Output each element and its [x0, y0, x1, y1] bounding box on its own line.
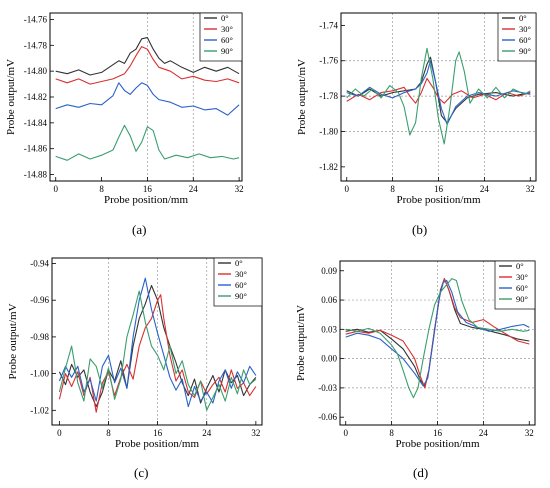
- y-tick-label: -1.02: [30, 405, 49, 415]
- y-tick-label: 0.03: [321, 324, 337, 334]
- series-line-2: [346, 60, 531, 125]
- legend-label-0: 0°: [221, 13, 229, 23]
- caption-b: (b): [412, 222, 428, 237]
- y-tick-label: -0.03: [318, 383, 337, 393]
- x-tick-label: 0: [343, 428, 348, 438]
- x-tick-label: 16: [434, 184, 444, 194]
- legend-box: [494, 260, 536, 310]
- plot-frame: [51, 257, 263, 426]
- chart-c: 0 8 16 24 32 -0.94 -0.96 -0.98 -1.00 -1.02 Probe p…: [7, 257, 263, 450]
- y-tick-label: -14.76: [24, 14, 48, 24]
- y-axis-label: Probe output/mV: [5, 59, 17, 135]
- series-line-0: [346, 56, 531, 124]
- legend-label-3: 90°: [519, 46, 531, 56]
- y-tick-label: 0.00: [321, 354, 337, 364]
- x-tick-label: 8: [106, 428, 111, 438]
- x-tick-label: 24: [189, 184, 199, 194]
- x-tick-label: 32: [251, 428, 260, 438]
- y-tick-label: -14.88: [24, 170, 48, 180]
- legend-label-3: 90°: [235, 291, 247, 301]
- x-tick-label: 24: [479, 428, 489, 438]
- y-tick-label: 0.09: [321, 266, 337, 276]
- x-axis-label: Probe position/mm: [104, 194, 188, 206]
- caption-d: (d): [413, 465, 429, 480]
- legend-label-0: 0°: [516, 261, 524, 271]
- y-tick-label: -14.86: [24, 144, 48, 154]
- legend-label-1: 30°: [221, 24, 233, 34]
- series-line-3: [346, 47, 531, 145]
- series-line-3: [55, 124, 240, 161]
- legend-label-1: 30°: [235, 269, 247, 279]
- y-tick-label: -0.94: [30, 259, 49, 269]
- series-line-1: [55, 46, 240, 85]
- legend-box: [199, 12, 243, 62]
- y-axis-label: Probe output/mV: [7, 303, 19, 379]
- x-tick-label: 0: [344, 184, 349, 194]
- x-tick-label: 32: [235, 184, 244, 194]
- x-tick-label: 32: [525, 428, 534, 438]
- caption-c: (c): [134, 465, 149, 480]
- x-tick-label: 8: [390, 184, 395, 194]
- x-tick-label: 16: [433, 428, 443, 438]
- y-tick-label: -1.82: [319, 162, 338, 172]
- legend-box: [497, 12, 537, 62]
- y-tick-label: -14.82: [24, 92, 47, 102]
- y-axis-label: Probe output/mV: [295, 305, 307, 381]
- series-line-2: [55, 82, 240, 116]
- y-tick-label: -14.84: [24, 118, 48, 128]
- x-axis-label: Probe position/mm: [395, 438, 479, 450]
- y-tick-label: -0.96: [30, 295, 49, 305]
- legend-label-2: 60°: [516, 283, 528, 293]
- x-axis-label: Probe position/mm: [396, 194, 480, 206]
- legend-label-0: 0°: [519, 13, 527, 23]
- legend-label-2: 60°: [221, 35, 233, 45]
- legend-label-1: 30°: [519, 24, 531, 34]
- x-tick-label: 0: [53, 184, 58, 194]
- y-tick-label: -1.74: [319, 20, 338, 30]
- series-line-0: [55, 37, 240, 76]
- y-axis-label: Probe output/mV: [296, 59, 308, 135]
- legend-label-3: 90°: [221, 46, 233, 56]
- legend-label-1: 30°: [516, 272, 528, 282]
- x-tick-label: 16: [143, 184, 153, 194]
- legend-label-2: 60°: [519, 35, 531, 45]
- y-tick-label: -1.78: [319, 91, 338, 101]
- x-tick-label: 8: [389, 428, 394, 438]
- y-tick-label: -1.80: [319, 126, 338, 136]
- series-line-3: [345, 278, 530, 399]
- y-tick-label: -14.78: [24, 40, 48, 50]
- chart-d: 0 8 16 24 32 0.09 0.06 0.03 0.00 -0.03 -0.06 Probe …: [295, 260, 536, 450]
- x-tick-label: 32: [526, 184, 535, 194]
- series-line-3: [58, 290, 257, 411]
- y-tick-label: 0.06: [321, 295, 337, 305]
- legend-box: [213, 257, 263, 307]
- y-tick-label: -1.00: [30, 369, 49, 379]
- y-tick-label: -14.80: [24, 66, 48, 76]
- x-tick-label: 0: [57, 428, 62, 438]
- x-tick-label: 24: [480, 184, 490, 194]
- x-tick-label: 8: [99, 184, 104, 194]
- legend-label-3: 90°: [516, 294, 528, 304]
- x-tick-label: 16: [153, 428, 163, 438]
- legend-label-2: 60°: [235, 280, 247, 290]
- legend-label-0: 0°: [235, 258, 243, 268]
- chart-a: 0 8 16 24 32 -14.76 -14.78 -14.80 -14.82 -14.84 -1…: [5, 12, 244, 206]
- y-tick-label: -0.06: [318, 412, 337, 422]
- y-tick-label: -0.98: [30, 332, 49, 342]
- series-line-2: [58, 277, 257, 408]
- chart-b: 0 8 16 24 32 -1.74 -1.76 -1.78 -1.80 -1.82 Probe p…: [296, 12, 537, 206]
- y-tick-label: -1.76: [319, 56, 338, 66]
- x-tick-label: 24: [202, 428, 212, 438]
- x-axis-label: Probe position/mm: [115, 438, 199, 450]
- caption-a: (a): [132, 222, 147, 237]
- series-line-1: [58, 294, 257, 413]
